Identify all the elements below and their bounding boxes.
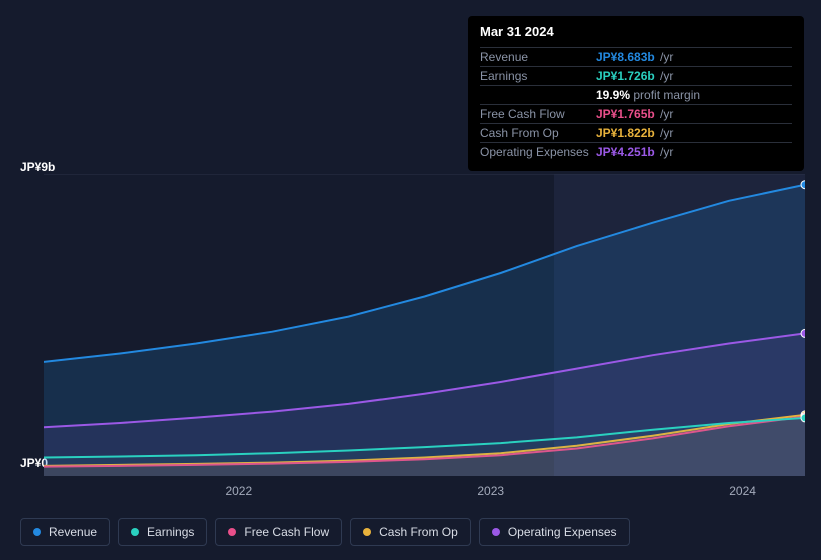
- legend-label: Revenue: [49, 525, 97, 539]
- x-tick: 2024: [729, 484, 756, 498]
- chart-series: [44, 174, 805, 476]
- tooltip-row-value-wrap: JP¥8.683b /yr: [596, 50, 673, 64]
- series-end-marker-earnings: [801, 414, 805, 422]
- legend-item-earnings[interactable]: Earnings: [118, 518, 207, 546]
- tooltip-row-extra: 19.9% profit margin: [480, 85, 792, 104]
- tooltip-row-unit: /yr: [657, 145, 674, 159]
- tooltip-row-value-wrap: JP¥1.726b /yr: [596, 69, 673, 83]
- tooltip-row-spacer: [480, 88, 596, 102]
- legend-label: Free Cash Flow: [244, 525, 329, 539]
- tooltip-row-label: Revenue: [480, 50, 596, 64]
- tooltip-row: Cash From OpJP¥1.822b /yr: [480, 123, 792, 142]
- tooltip-row-value: JP¥1.726b: [596, 69, 655, 83]
- tooltip-row: Free Cash FlowJP¥1.765b /yr: [480, 104, 792, 123]
- tooltip-row-value: JP¥1.822b: [596, 126, 655, 140]
- tooltip-row-unit: /yr: [657, 107, 674, 121]
- tooltip-row-unit: /yr: [657, 126, 674, 140]
- legend-swatch: [131, 528, 139, 536]
- chart-legend: Revenue Earnings Free Cash Flow Cash From O…: [20, 518, 630, 546]
- tooltip-row-label: Cash From Op: [480, 126, 596, 140]
- tooltip-row-value: JP¥4.251b: [596, 145, 655, 159]
- legend-item-operating-expenses[interactable]: Operating Expenses: [479, 518, 630, 546]
- legend-swatch: [228, 528, 236, 536]
- tooltip-row: Operating ExpensesJP¥4.251b /yr: [480, 142, 792, 161]
- tooltip-row-extra-text: 19.9% profit margin: [596, 88, 700, 102]
- chart-tooltip: Mar 31 2024 RevenueJP¥8.683b /yrEarnings…: [468, 16, 804, 171]
- x-tick: 2023: [477, 484, 504, 498]
- x-axis: 2022 2023 2024: [44, 484, 805, 504]
- tooltip-row-unit: /yr: [657, 50, 674, 64]
- y-axis-max-label: JP¥9b: [20, 160, 55, 174]
- financials-chart: JP¥9b JP¥0: [20, 160, 805, 490]
- series-end-marker-operating-expenses: [801, 329, 805, 337]
- tooltip-row-label: Earnings: [480, 69, 596, 83]
- tooltip-row-label: Operating Expenses: [480, 145, 596, 159]
- legend-label: Operating Expenses: [508, 525, 617, 539]
- legend-label: Earnings: [147, 525, 194, 539]
- legend-item-revenue[interactable]: Revenue: [20, 518, 110, 546]
- tooltip-row-value: JP¥8.683b: [596, 50, 655, 64]
- tooltip-row: RevenueJP¥8.683b /yr: [480, 47, 792, 66]
- tooltip-row-value: JP¥1.765b: [596, 107, 655, 121]
- tooltip-date: Mar 31 2024: [480, 24, 792, 45]
- tooltip-row-unit: /yr: [657, 69, 674, 83]
- tooltip-row-value-wrap: JP¥4.251b /yr: [596, 145, 673, 159]
- legend-swatch: [492, 528, 500, 536]
- tooltip-row-label: Free Cash Flow: [480, 107, 596, 121]
- tooltip-row-value-wrap: JP¥1.765b /yr: [596, 107, 673, 121]
- series-end-marker-revenue: [801, 181, 805, 189]
- tooltip-row-value-wrap: JP¥1.822b /yr: [596, 126, 673, 140]
- legend-swatch: [33, 528, 41, 536]
- legend-label: Cash From Op: [379, 525, 458, 539]
- legend-item-free-cash-flow[interactable]: Free Cash Flow: [215, 518, 342, 546]
- tooltip-row: EarningsJP¥1.726b /yr: [480, 66, 792, 85]
- chart-plot[interactable]: [44, 174, 805, 476]
- legend-item-cash-from-op[interactable]: Cash From Op: [350, 518, 471, 546]
- legend-swatch: [363, 528, 371, 536]
- x-tick: 2022: [225, 484, 252, 498]
